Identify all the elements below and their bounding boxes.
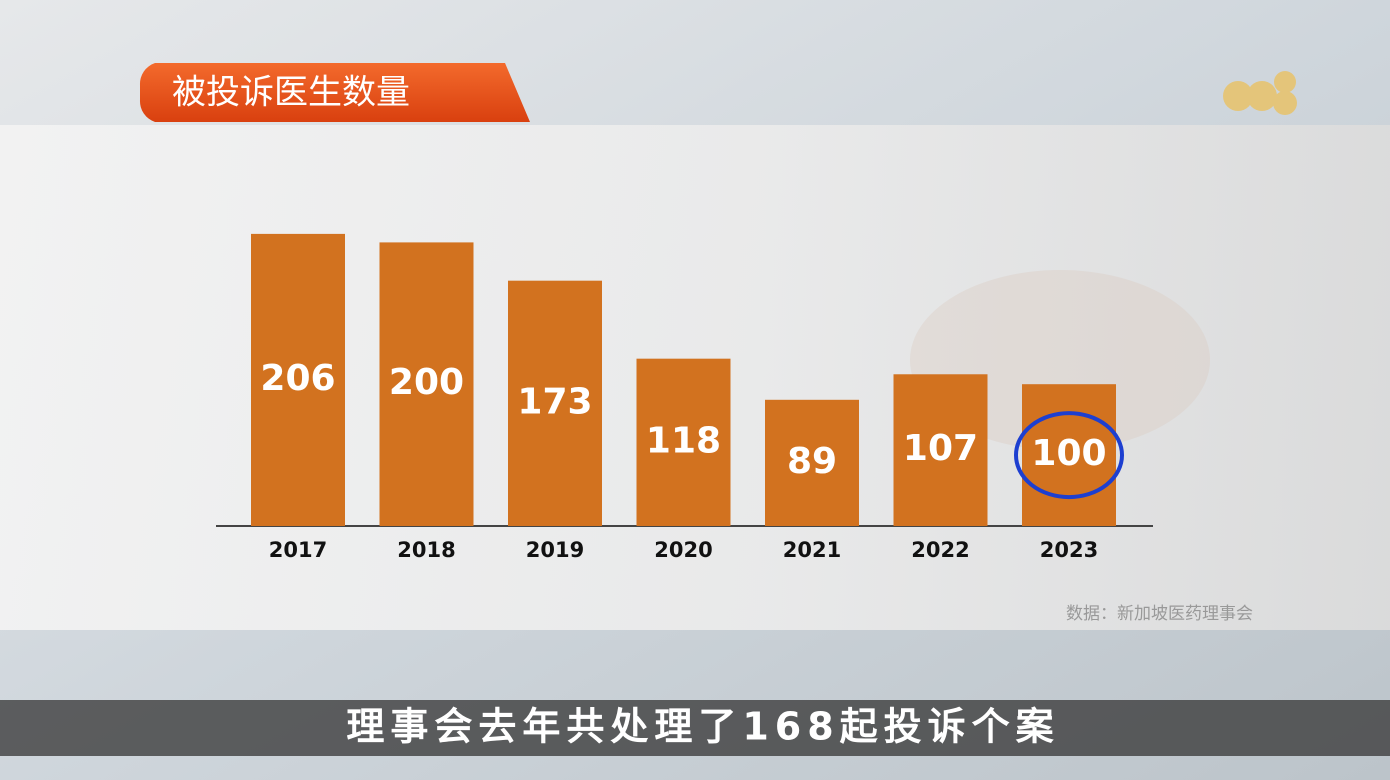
value-label: 89 <box>787 441 837 482</box>
x-tick-label: 2019 <box>526 538 584 562</box>
value-label: 107 <box>903 428 978 469</box>
logo <box>1223 71 1297 115</box>
chart-title: 被投诉医生数量 <box>172 73 410 113</box>
bar <box>508 280 602 526</box>
caption: 理事会去年共处理了168起投诉个案 <box>346 705 1059 749</box>
value-label: 100 <box>1031 433 1106 474</box>
bar <box>379 242 474 526</box>
x-tick-label: 2020 <box>654 538 712 562</box>
plot: 2017 206 2018 200 2019 173 2020 118 2021 89 2022 10… <box>251 233 1124 562</box>
bar <box>893 374 988 526</box>
value-label: 173 <box>517 381 592 422</box>
source-note: 数据：新加坡医药理事会 <box>1066 604 1253 624</box>
bar <box>1022 384 1116 526</box>
x-tick-label: 2022 <box>911 538 969 562</box>
value-label: 200 <box>389 362 464 403</box>
title-banner <box>139 63 530 122</box>
highlight-circle <box>1014 411 1124 500</box>
x-tick-label: 2023 <box>1040 538 1098 562</box>
bar <box>765 399 859 526</box>
x-tick-label: 2017 <box>269 538 327 562</box>
value-label: 206 <box>260 358 335 399</box>
value-label: 118 <box>646 420 721 461</box>
caption-bar <box>0 700 1390 756</box>
bar <box>251 233 345 526</box>
bar <box>636 358 731 526</box>
x-tick-label: 2021 <box>783 538 841 562</box>
x-tick-label: 2018 <box>397 538 455 562</box>
